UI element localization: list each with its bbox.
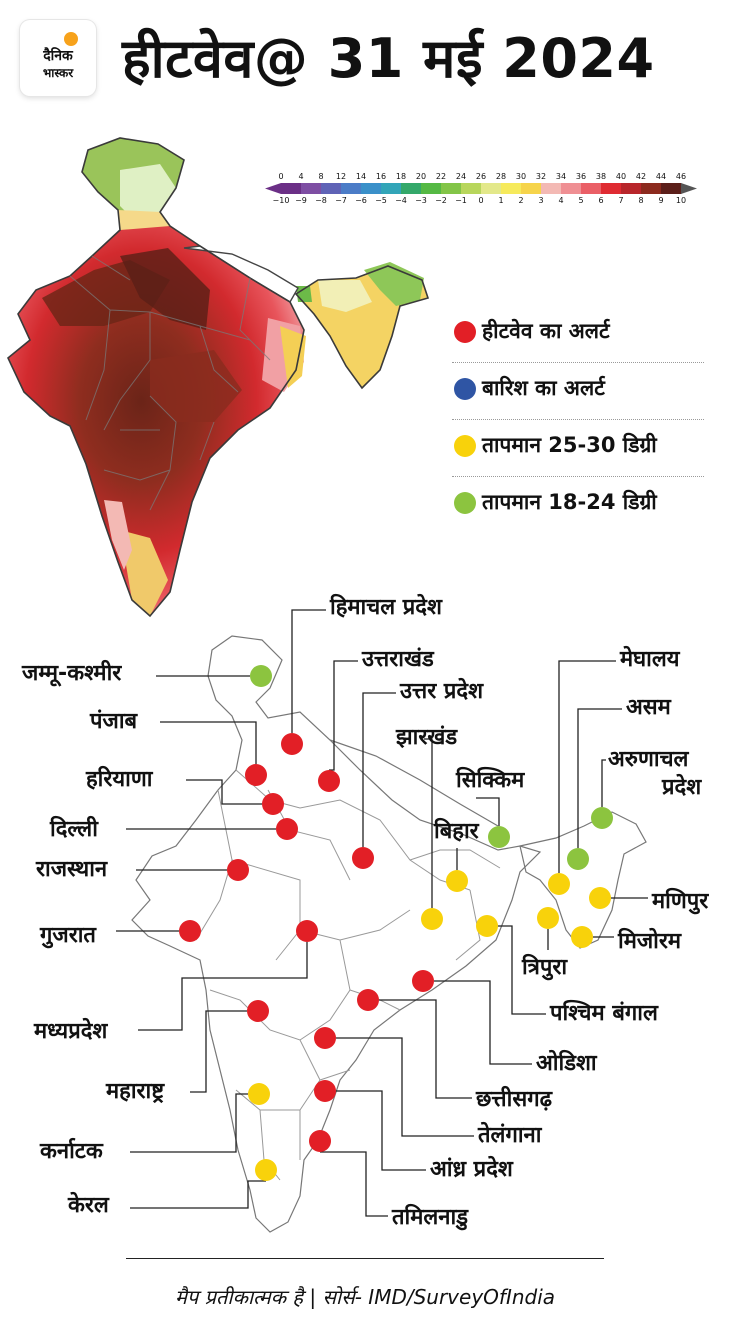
state-marker-jk — [250, 665, 272, 687]
footer-source-note: मैप प्रतीकात्मक है | सोर्स- IMD/SurveyOf… — [0, 1283, 730, 1311]
state-label-mp: मध्यप्रदेश — [34, 1018, 107, 1046]
state-marker-sikkim — [488, 826, 510, 848]
state-marker-delhi — [276, 818, 298, 840]
state-marker-westbengal — [476, 915, 498, 937]
state-label-andhra: आंध्र प्रदेश — [430, 1156, 513, 1184]
state-label-telangana: तेलंगाना — [478, 1122, 541, 1150]
state-label-karnataka: कर्नाटक — [40, 1138, 103, 1166]
state-marker-mp — [296, 920, 318, 942]
state-label-rajasthan: राजस्थान — [36, 856, 107, 884]
leader-line-kerala — [130, 1181, 266, 1208]
state-label-meghalaya: मेघालय — [620, 646, 680, 674]
state-marker-bihar — [446, 870, 468, 892]
leader-line-tamilnadu — [320, 1152, 388, 1216]
state-marker-tripura — [537, 907, 559, 929]
state-marker-up — [352, 847, 374, 869]
leader-line-maharashtra — [190, 1011, 247, 1092]
state-marker-assam — [567, 848, 589, 870]
state-marker-chhattisgarh — [357, 989, 379, 1011]
state-marker-rajasthan — [227, 859, 249, 881]
state-marker-maharashtra — [247, 1000, 269, 1022]
state-marker-odisha — [412, 970, 434, 992]
state-label-arunachal: अरुणाचल प्रदेश — [608, 746, 701, 802]
state-label-punjab: पंजाब — [90, 708, 137, 736]
state-marker-arunachal — [591, 807, 613, 829]
state-marker-tamilnadu — [309, 1130, 331, 1152]
india-outline-map — [132, 636, 646, 1232]
state-label-tripura: त्रिपुरा — [522, 954, 567, 982]
leader-line-himachal — [292, 610, 326, 733]
state-label-gujarat: गुजरात — [40, 922, 96, 950]
leader-line-telangana — [336, 1038, 474, 1136]
state-label-himachal: हिमाचल प्रदेश — [330, 594, 442, 622]
state-marker-telangana — [314, 1027, 336, 1049]
state-label-uttarakhand: उत्तराखंड — [362, 646, 434, 674]
state-marker-haryana — [262, 793, 284, 815]
state-label-mizoram: मिजोरम — [618, 928, 681, 956]
state-marker-kerala — [255, 1159, 277, 1181]
state-marker-punjab — [245, 764, 267, 786]
state-marker-karnataka — [248, 1083, 270, 1105]
state-label-kerala: केरल — [68, 1192, 109, 1220]
state-marker-meghalaya — [548, 873, 570, 895]
leader-lines — [116, 610, 648, 1216]
state-label-tamilnadu: तमिलनाडु — [392, 1204, 468, 1232]
state-label-manipur: मणिपुर — [652, 888, 708, 916]
state-label-jharkhand: झारखंड — [396, 724, 457, 752]
state-marker-jharkhand — [421, 908, 443, 930]
state-label-bihar: बिहार — [434, 818, 479, 846]
state-marker-himachal — [281, 733, 303, 755]
state-label-up: उत्तर प्रदेश — [400, 678, 483, 706]
leader-line-andhra — [336, 1091, 426, 1170]
leader-line-sikkim — [476, 798, 499, 826]
state-label-assam: असम — [626, 694, 671, 722]
state-marker-uttarakhand — [318, 770, 340, 792]
state-marker-mizoram — [571, 926, 593, 948]
footer-divider — [126, 1258, 604, 1259]
state-label-westbengal: पश्चिम बंगाल — [550, 1000, 658, 1028]
leader-line-arunachal — [602, 760, 606, 807]
leader-line-up — [363, 693, 396, 847]
state-label-odisha: ओडिशा — [536, 1050, 597, 1078]
state-marker-andhra — [314, 1080, 336, 1102]
state-marker-gujarat — [179, 920, 201, 942]
state-label-sikkim: सिक्किम — [456, 767, 524, 795]
state-label-haryana: हरियाणा — [86, 766, 152, 794]
leader-line-mp — [138, 942, 307, 1030]
state-label-maharashtra: महाराष्ट्र — [106, 1078, 164, 1106]
leader-line-odisha — [434, 981, 532, 1064]
state-label-chhattisgarh: छत्तीसगढ़ — [476, 1086, 552, 1114]
state-marker-manipur — [589, 887, 611, 909]
state-label-jk: जम्मू-कश्मीर — [22, 660, 121, 688]
state-label-delhi: दिल्ली — [50, 816, 98, 844]
